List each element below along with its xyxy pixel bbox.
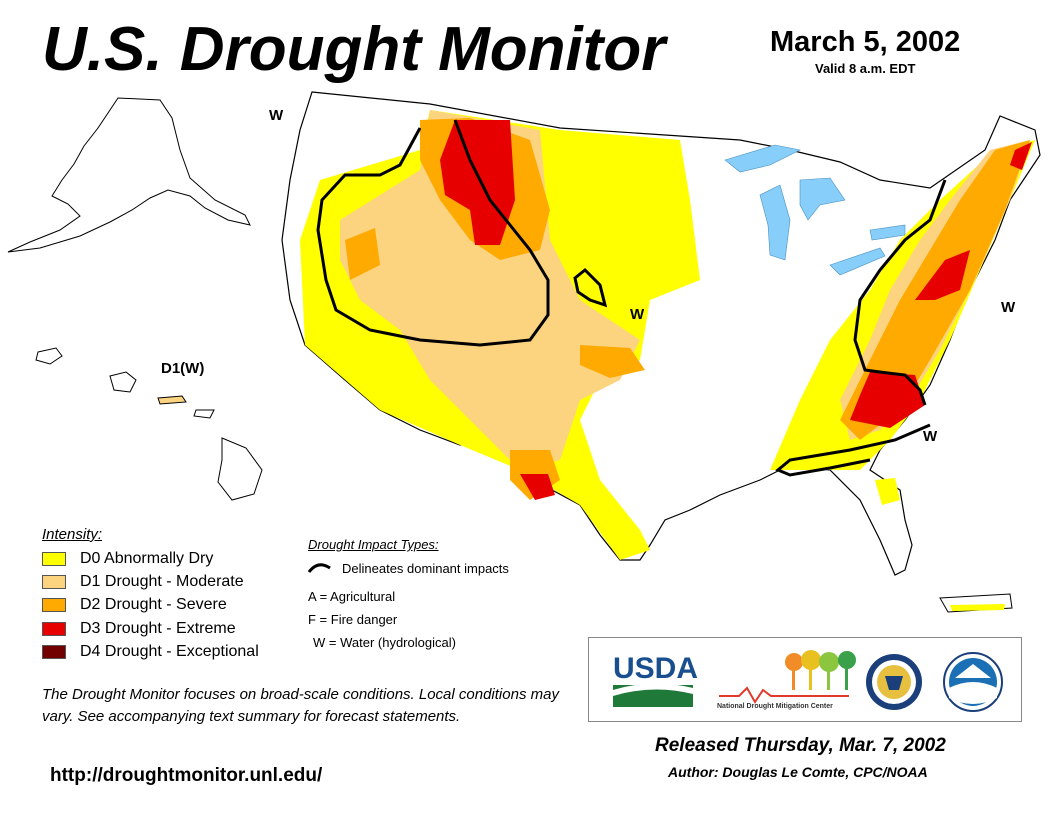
impact-label-plains: W (630, 306, 645, 323)
hawaii-outline (35, 347, 263, 501)
logos-graphic: USDA National Drought Mitigation Center (613, 650, 1003, 712)
impact-line-east (853, 179, 947, 406)
map-title: U.S. Drought Monitor (42, 15, 666, 84)
impact-line-symbol (307, 563, 331, 573)
disclaimer-note: The Drought Monitor focuses on broad-sca… (42, 686, 559, 725)
ndmc-signal-line (719, 686, 849, 704)
impact-label-northwest: W (269, 107, 284, 124)
usda-logo-text: USDA (613, 652, 698, 685)
legend-label-d3: D3 Drought - Extreme (80, 620, 236, 637)
legend-item-d2: D2 Drought - Severe (42, 595, 227, 615)
d3-texas (520, 474, 555, 500)
legend-label-d0: D0 Abnormally Dry (80, 550, 214, 567)
noaa-logo-icon (943, 652, 1003, 712)
map-date: March 5, 2002 (770, 26, 961, 58)
legend-swatch-d2 (42, 598, 66, 612)
legend-swatch-d4 (42, 645, 66, 659)
impact-types-title: Drought Impact Types: (308, 537, 439, 552)
legend-swatch-d0 (42, 552, 66, 566)
d3-southeast (850, 372, 925, 428)
legend-swatch-d1 (42, 575, 66, 589)
d3-maine (1010, 142, 1032, 170)
legend-item-d3: D3 Drought - Extreme (42, 619, 236, 639)
legend-item-d4: D4 Drought - Exceptional (42, 642, 259, 662)
legend-title: Intensity: (42, 526, 103, 543)
d2-utah (345, 228, 380, 280)
impact-label-hawaii: D1(W) (161, 360, 205, 377)
website-link[interactable]: http://droughtmonitor.unl.edu/ (50, 765, 323, 786)
impact-label-southeast: W (923, 428, 938, 445)
impact-line-west (316, 119, 550, 347)
legend-swatch-d3 (42, 622, 66, 636)
impact-line-plains (573, 267, 608, 308)
ndmc-logo-text: National Drought Mitigation Center (717, 703, 833, 710)
d3-northeast (915, 250, 970, 300)
valid-time: Valid 8 a.m. EDT (815, 61, 916, 76)
d2-colorado (580, 345, 645, 378)
legend-label-d1: D1 Drought - Moderate (80, 573, 244, 590)
commerce-seal-icon (866, 654, 922, 710)
legend-label-d2: D2 Drought - Severe (80, 596, 227, 613)
release-date: Released Thursday, Mar. 7, 2002 (655, 735, 946, 756)
alaska-outline (7, 97, 251, 253)
author-credit: Author: Douglas Le Comte, CPC/NOAA (668, 764, 928, 780)
impact-type-water: W = Water (hydrological) (313, 635, 456, 650)
d3-montana (440, 120, 515, 245)
partner-logos: USDA National Drought Mitigation Center (588, 637, 1022, 722)
legend-item-d1: D1 Drought - Moderate (42, 572, 244, 592)
legend-item-d0: D0 Abnormally Dry (42, 549, 213, 569)
impact-line-label: Delineates dominant impacts (342, 561, 509, 576)
d1-west (340, 110, 640, 470)
great-lakes (724, 144, 906, 276)
ndmc-trees-icon (785, 650, 856, 690)
impact-lines (316, 119, 947, 477)
legend-label-d4: D4 Drought - Exceptional (80, 643, 259, 660)
impact-type-agricultural: A = Agricultural (308, 589, 396, 604)
impact-label-northeast: W (1001, 299, 1016, 316)
puerto-rico-d0 (950, 604, 1005, 611)
drought-areas (300, 110, 1035, 560)
impact-line-southeast (775, 423, 931, 477)
d0-florida (875, 478, 900, 505)
impact-type-fire: F = Fire danger (308, 612, 398, 627)
